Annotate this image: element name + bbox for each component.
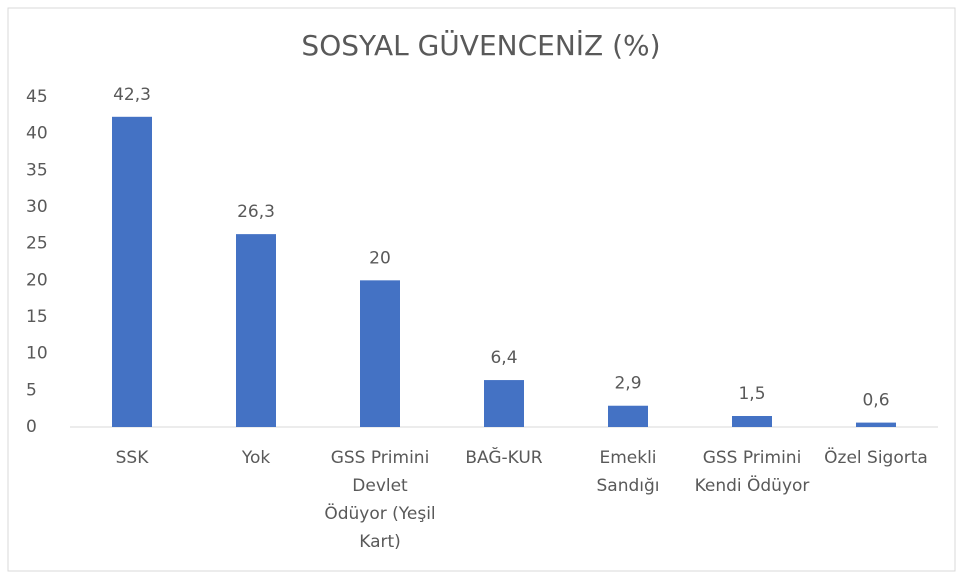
- bar: [608, 405, 648, 427]
- value-label: 20: [369, 248, 391, 268]
- bar: [236, 234, 276, 427]
- bar: [484, 380, 524, 427]
- value-label: 0,6: [862, 391, 889, 411]
- y-tick-label: 30: [26, 197, 48, 217]
- value-label: 26,3: [237, 202, 275, 222]
- y-tick-label: 25: [26, 234, 48, 254]
- y-tick-label: 40: [26, 124, 48, 144]
- bar: [360, 280, 400, 427]
- bar: [112, 116, 152, 428]
- x-tick-label: Yok: [241, 448, 271, 468]
- chart-border: [7, 7, 956, 572]
- y-tick-label: 35: [26, 160, 48, 180]
- y-tick-label: 0: [26, 417, 37, 437]
- bar: [732, 416, 772, 427]
- y-tick-label: 10: [26, 344, 48, 364]
- value-label: 1,5: [738, 384, 765, 404]
- x-tick-label: Özel Sigorta: [824, 448, 928, 468]
- y-tick-label: 5: [26, 380, 37, 400]
- value-label: 6,4: [490, 348, 517, 368]
- x-tick-label: Emekli Sandığı: [596, 448, 660, 496]
- value-label: 2,9: [614, 374, 641, 394]
- x-tick-label: BAĞ-KUR: [465, 448, 543, 468]
- bar: [856, 422, 896, 427]
- y-tick-label: 15: [26, 307, 48, 327]
- y-tick-label: 45: [26, 87, 48, 107]
- x-tick-label: GSS Primini Kendi Ödüyor: [694, 448, 810, 496]
- y-tick-label: 20: [26, 270, 48, 290]
- x-tick-label: GSS Primini Devlet Ödüyor (Yeşil Kart): [324, 448, 436, 552]
- chart-title: SOSYAL GÜVENCENİZ (%): [301, 28, 660, 62]
- value-label: 42,3: [113, 85, 151, 105]
- x-tick-label: SSK: [115, 448, 149, 468]
